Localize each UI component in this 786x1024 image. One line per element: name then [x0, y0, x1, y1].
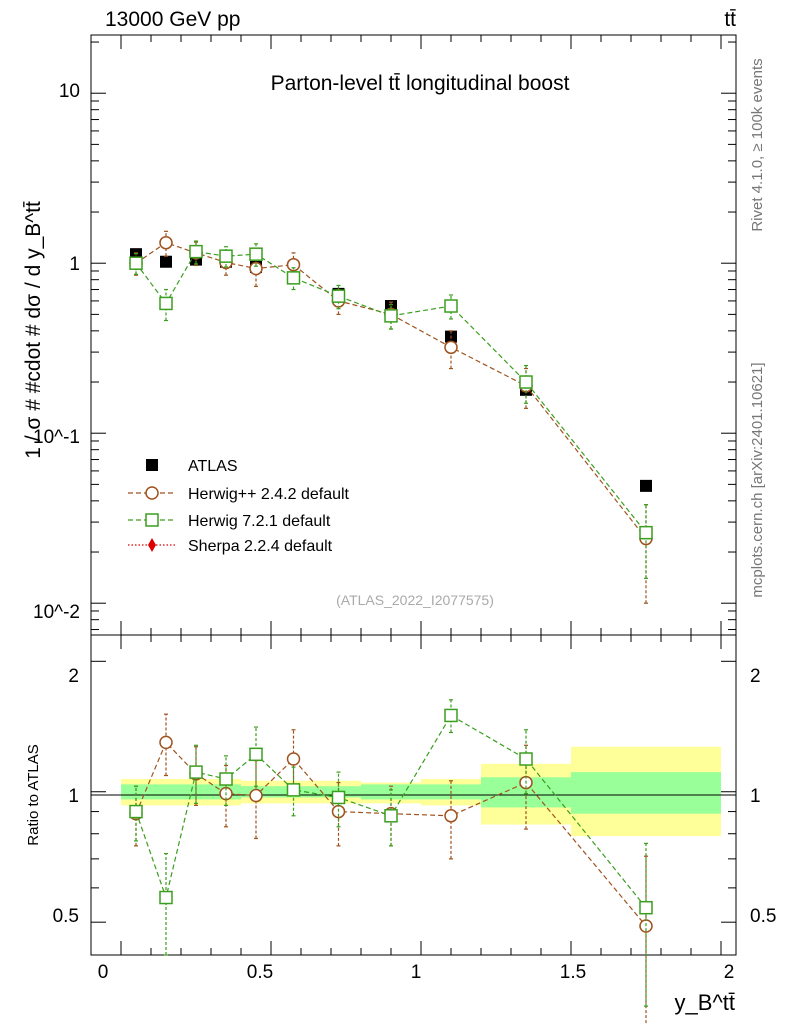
green-band — [151, 784, 181, 800]
data-point — [160, 255, 172, 268]
ratio-y-axis-label: Ratio to ATLAS — [25, 744, 42, 845]
x-tick-label-2: 2 — [724, 962, 735, 983]
y-tick-label-0.01: 10^-2 — [33, 602, 80, 623]
data-point — [159, 890, 173, 905]
green-band — [571, 772, 721, 814]
ratio-uncertainty-bands — [121, 746, 721, 837]
data-point — [640, 479, 652, 492]
series-0 — [130, 248, 652, 492]
data-point — [384, 809, 398, 823]
legend-marker-herwigpp — [145, 486, 159, 500]
ratio-panel: Ratio to ATLAS 0.5 1 2 0.5 1 2 0 0.5 1 1… — [25, 634, 777, 1024]
data-point — [444, 809, 458, 823]
data-point — [444, 340, 458, 355]
data-point — [519, 752, 533, 766]
legend-label-atlas: ATLAS — [188, 458, 238, 475]
series-line — [135, 714, 647, 909]
data-point — [189, 244, 203, 259]
data-point — [384, 309, 398, 323]
y-tick-label-0.1: 10^-1 — [33, 427, 80, 448]
ratio-y-tick-1-right: 1 — [750, 786, 761, 807]
ratio-frame — [90, 634, 737, 956]
ratio-y-tick-2-right: 2 — [750, 666, 761, 687]
header-left-label: 13000 GeV pp — [105, 8, 240, 31]
x-tick-labels: 0 0.5 1 1.5 2 — [98, 962, 735, 983]
mcplots-label: mcplots.cern.ch [arXiv:2401.10621] — [749, 362, 766, 597]
legend-label-herwigpp: Herwig++ 2.4.2 default — [188, 486, 350, 503]
data-point — [286, 257, 301, 272]
y-tick-label-10: 10 — [59, 81, 80, 102]
ratio-y-tick-0.5-right: 0.5 — [750, 906, 776, 927]
data-point — [444, 708, 458, 723]
data-point — [444, 299, 458, 313]
data-point — [249, 261, 263, 276]
data-point — [519, 375, 533, 389]
main-axis-ticks — [90, 35, 736, 635]
data-point — [639, 900, 653, 915]
main-panel: Parton-level tt̄ longitudinal boost (ATL… — [22, 34, 737, 636]
series-line — [135, 250, 647, 534]
legend: ATLAS Herwig++ 2.4.2 default Herwig 7.2.… — [128, 458, 350, 555]
ratio-y-tick-1: 1 — [68, 786, 79, 807]
ratio-axis-ticks — [90, 635, 736, 955]
series-line — [135, 242, 647, 539]
data-point — [159, 235, 173, 250]
data-point — [219, 772, 233, 786]
main-title: Parton-level tt̄ longitudinal boost — [271, 72, 570, 95]
ratio-series — [129, 699, 653, 1024]
green-band — [361, 784, 421, 800]
legend-marker-herwig7 — [145, 513, 159, 527]
x-axis-label: y_B^tt̄ — [675, 990, 735, 1015]
series-line — [135, 741, 647, 927]
data-point — [159, 296, 173, 311]
x-tick-label-0.5: 0.5 — [247, 962, 273, 983]
legend-label-sherpa: Sherpa 2.2.4 default — [188, 538, 333, 555]
data-point — [286, 271, 301, 285]
analysis-watermark: (ATLAS_2022_I2077575) — [336, 592, 494, 608]
x-tick-label-1: 1 — [411, 962, 422, 983]
legend-marker-atlas — [146, 459, 158, 471]
series-1 — [129, 699, 653, 1007]
data-point — [286, 752, 301, 766]
data-point — [129, 256, 143, 270]
data-point — [331, 790, 346, 805]
ratio-y-tick-2: 2 — [68, 666, 79, 687]
header-right-label: tt̄ — [724, 8, 736, 31]
data-point — [249, 788, 263, 803]
legend-marker-sherpa — [148, 538, 156, 552]
data-point — [129, 804, 143, 819]
ratio-y-tick-0.5: 0.5 — [53, 906, 79, 927]
data-point — [639, 525, 653, 540]
data-point — [249, 247, 263, 261]
main-y-axis-label: 1 / σ # #cdot # dσ / d y_B^tt̄ — [22, 201, 45, 459]
main-series — [129, 230, 653, 604]
data-point — [159, 735, 173, 750]
rivet-version-label: Rivet 4.1.0, ≥ 100k events — [749, 58, 766, 231]
main-tick-labels: 10^-2 10^-1 1 10 — [33, 81, 80, 623]
data-point — [286, 783, 301, 797]
x-tick-label-0: 0 — [98, 962, 109, 983]
data-point — [219, 249, 233, 263]
data-point — [189, 765, 203, 779]
series-2 — [129, 240, 653, 579]
legend-label-herwig7: Herwig 7.2.1 default — [188, 513, 331, 530]
y-tick-label-1: 1 — [69, 254, 80, 275]
ratio-y-tick-labels: 0.5 1 2 0.5 1 2 — [53, 666, 777, 927]
x-tick-label-1.5: 1.5 — [560, 962, 586, 983]
data-point — [249, 747, 263, 762]
data-point — [331, 289, 346, 303]
